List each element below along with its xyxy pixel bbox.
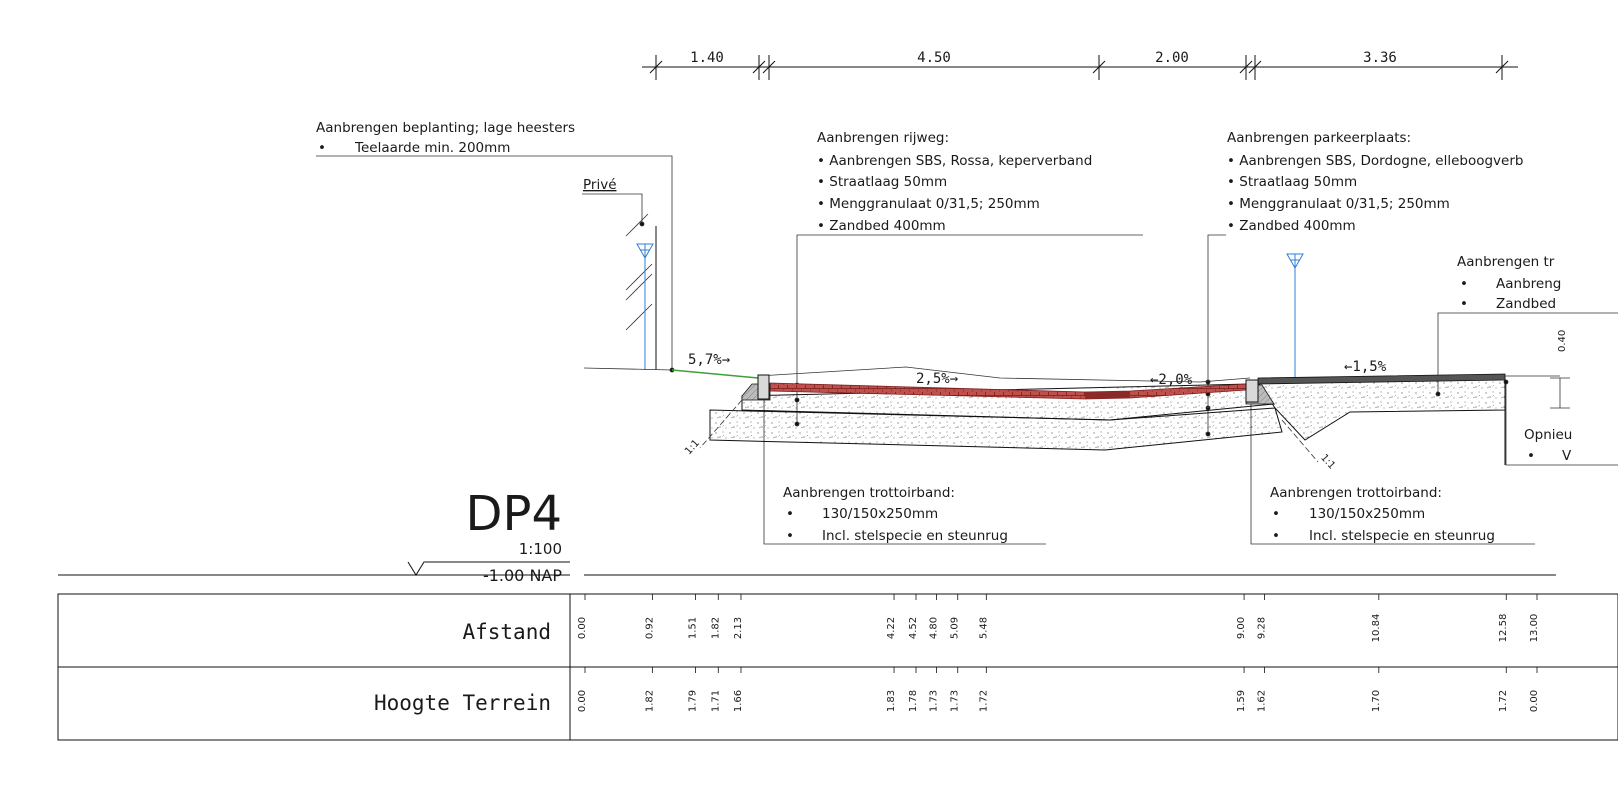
table-cell: 1.59: [1236, 690, 1247, 712]
sidewalk-foundation: [1257, 377, 1506, 465]
water-level-icon: [636, 243, 654, 370]
table-cell: 0.92: [644, 617, 655, 639]
table-cell: 12.58: [1498, 614, 1509, 643]
table-cell: 1.73: [929, 690, 940, 712]
dimension-label: 1.40: [690, 50, 724, 66]
road-item: • Zandbed 400mm: [817, 218, 946, 234]
bullet: •: [1527, 448, 1535, 464]
parking-title: Aanbrengen parkeerplaats:: [1227, 130, 1411, 146]
datum-line: [58, 561, 1556, 576]
section-title: DP4 1:100 -1.00 NAP: [466, 486, 563, 585]
road-item: • Aanbrengen SBS, Rossa, keperverband: [817, 153, 1092, 169]
table-cell: 1.83: [886, 690, 897, 712]
side-slope-label: 1:1: [1318, 452, 1337, 471]
table-cell: 1.82: [644, 690, 655, 712]
table-cell: 1.78: [908, 690, 919, 712]
bullet: •: [318, 140, 326, 156]
table-cell: 9.28: [1257, 617, 1268, 639]
slope-label: ←2,0%: [1150, 372, 1193, 388]
planting-item: Teelaarde min. 200mm: [354, 140, 510, 156]
table-cell: 9.00: [1236, 617, 1247, 639]
table-row-label: Afstand: [462, 620, 551, 644]
prive-label: Privé: [583, 177, 617, 193]
table-cells: 0.00 0.92 1.51 1.82 2.13 4.22 4.52 4.80 5.09 5.48…: [577, 594, 1540, 712]
road-item: • Menggranulaat 0/31,5; 250mm: [817, 196, 1040, 212]
table-cell: 1.73: [950, 690, 961, 712]
table-cell: 1.72: [978, 690, 989, 712]
curb-title: Aanbrengen trottoirband:: [783, 485, 955, 501]
dimension-label: 2.00: [1155, 50, 1189, 66]
curb-note-right: Aanbrengen trottoirband: • 130/150x250mm…: [1270, 485, 1495, 544]
private-wall: [625, 213, 657, 370]
dimension-line: 1.40 4.50 2.00 3.36: [642, 50, 1518, 80]
curb-note-left: Aanbrengen trottoirband: • 130/150x250mm…: [783, 485, 1008, 544]
table-cell: 1.82: [710, 617, 721, 639]
curb-item: 130/150x250mm: [822, 506, 938, 522]
sidewalk-item: Aanbreng: [1496, 276, 1561, 292]
table-cell: 1.51: [688, 617, 699, 639]
table-cell: 2.13: [733, 617, 744, 639]
side-slope-label: 1:1: [683, 438, 702, 457]
curb-left: [741, 374, 771, 401]
table-cell: 13.00: [1529, 614, 1540, 643]
opnieuw-note: Opnieu • V: [1524, 427, 1572, 464]
bullet: •: [786, 528, 794, 544]
table-cell: 1.79: [688, 690, 699, 712]
curb-title: Aanbrengen trottoirband:: [1270, 485, 1442, 501]
table-cell: 4.22: [886, 617, 897, 639]
table-cell: 1.71: [710, 690, 721, 712]
bullet: •: [1272, 528, 1280, 544]
road-title: Aanbrengen rijweg:: [817, 130, 949, 146]
table-cell: 4.52: [908, 617, 919, 639]
table-cell: 1.62: [1257, 690, 1268, 712]
opnieuw-item: V: [1562, 448, 1572, 464]
height-dimension: [1550, 377, 1570, 409]
table-cell: 5.48: [978, 617, 989, 639]
table-cell: 0.00: [577, 617, 588, 639]
slope-label: 2,5%→: [916, 371, 958, 387]
table-cell: 0.00: [577, 690, 588, 712]
ground-profile: [583, 366, 1560, 383]
table-cell: 0.00: [1529, 690, 1540, 712]
road-note: Aanbrengen rijweg: • Aanbrengen SBS, Ros…: [817, 130, 1092, 234]
section-name: DP4: [466, 486, 562, 542]
slope-label: ←1,5%: [1344, 359, 1387, 375]
curb-right: [1245, 379, 1275, 405]
slope-label: 5,7%→: [688, 352, 730, 368]
section-scale: 1:100: [519, 540, 562, 558]
parking-item: • Zandbed 400mm: [1227, 218, 1356, 234]
profile-table: Afstand Hoogte Terrein 0.00 0.92 1.51 1.82 2…: [57, 593, 1618, 741]
road-item: • Straatlaag 50mm: [817, 174, 947, 190]
bullet: •: [1460, 276, 1468, 292]
table-cell: 5.09: [950, 617, 961, 639]
height-dimension-label: 0.40: [1557, 330, 1568, 352]
bullet: •: [786, 506, 794, 522]
sidewalk-title: Aanbrengen tr: [1457, 254, 1555, 270]
table-cell: 1.72: [1498, 690, 1509, 712]
bullet: •: [1272, 506, 1280, 522]
parking-item: • Straatlaag 50mm: [1227, 174, 1357, 190]
table-cell: 1.70: [1371, 690, 1382, 712]
table-row-label: Hoogte Terrein: [374, 691, 551, 715]
side-slopes: [699, 399, 1319, 463]
planting-title: Aanbrengen beplanting; lage heesters: [316, 120, 575, 136]
dimension-label: 3.36: [1363, 50, 1397, 66]
planting-note: Aanbrengen beplanting; lage heesters • T…: [316, 120, 575, 156]
opnieuw-title: Opnieu: [1524, 427, 1572, 443]
sidewalk-item: Zandbed: [1496, 296, 1556, 312]
parking-note: Aanbrengen parkeerplaats: • Aanbrengen S…: [1227, 130, 1523, 234]
bullet: •: [1460, 296, 1468, 312]
sidewalk-note: Aanbrengen tr • Aanbreng • Zandbed: [1457, 254, 1561, 312]
curb-item: 130/150x250mm: [1309, 506, 1425, 522]
parking-item: • Aanbrengen SBS, Dordogne, elleboogverb: [1227, 153, 1523, 169]
table-cell: 1.66: [733, 690, 744, 712]
dimension-label: 4.50: [917, 50, 951, 66]
parking-item: • Menggranulaat 0/31,5; 250mm: [1227, 196, 1450, 212]
water-level-icon: [1286, 253, 1304, 378]
table-cell: 4.80: [929, 617, 940, 639]
table-cell: 10.84: [1371, 614, 1382, 643]
curb-item: Incl. stelspecie en steunrug: [1309, 528, 1495, 544]
curb-item: Incl. stelspecie en steunrug: [822, 528, 1008, 544]
